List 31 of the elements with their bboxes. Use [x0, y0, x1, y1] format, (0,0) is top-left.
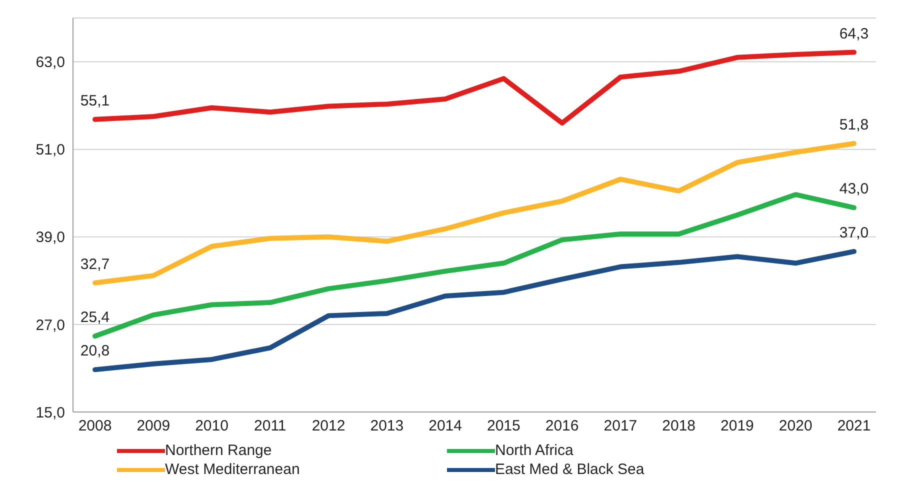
data-label: 55,1 — [80, 92, 110, 110]
y-tick-label: 15,0 — [36, 404, 65, 422]
y-tick-label: 39,0 — [36, 229, 65, 246]
x-tick-label: 2018 — [662, 418, 696, 435]
x-tick-label: 2012 — [312, 418, 346, 435]
x-tick-label: 2017 — [604, 418, 638, 435]
x-tick-label: 2008 — [78, 418, 112, 435]
x-tick-label: 2011 — [254, 418, 286, 435]
y-tick-label: 63,0 — [36, 54, 65, 72]
legend-label: East Med & Black Sea — [495, 461, 644, 478]
x-tick-label: 2009 — [136, 418, 170, 435]
x-tick-label: 2016 — [545, 418, 579, 435]
data-label: 32,7 — [80, 256, 110, 273]
x-tick-label: 2019 — [720, 418, 754, 435]
x-tick-label: 2013 — [370, 418, 404, 435]
data-label: 25,4 — [80, 309, 110, 326]
x-tick-label: 2015 — [487, 418, 520, 435]
y-tick-label: 27,0 — [36, 316, 65, 334]
legend-label: Northern Range — [165, 442, 272, 459]
y-tick-label: 51,0 — [36, 142, 65, 159]
data-label: 43,0 — [839, 180, 869, 198]
x-tick-label: 2010 — [195, 418, 228, 435]
data-label: 51,8 — [839, 116, 869, 134]
data-label: 37,0 — [839, 224, 869, 242]
x-tick-label: 2020 — [778, 418, 812, 435]
legend-label: West Mediterranean — [165, 461, 300, 478]
data-label: 64,3 — [839, 25, 869, 42]
x-tick-label: 2014 — [428, 418, 462, 435]
legend-label: North Africa — [495, 442, 574, 459]
x-tick-label: 2021 — [837, 418, 871, 435]
data-label: 20,8 — [80, 342, 110, 360]
